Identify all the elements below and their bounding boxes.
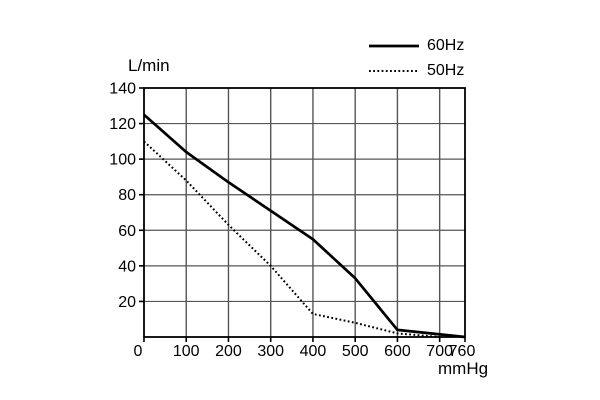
- x-tick-label-200: 200: [215, 343, 242, 360]
- legend-label-60hz: 60Hz: [427, 36, 465, 54]
- x-tick-label-100: 100: [173, 343, 200, 360]
- x-tick-label-0: 0: [134, 343, 143, 360]
- y-tick-label-100: 100: [109, 152, 136, 169]
- y-tick-label-120: 120: [109, 116, 136, 133]
- x-tick-label-300: 300: [257, 343, 284, 360]
- y-tick-label-80: 80: [118, 187, 136, 204]
- solid-line-sample: [369, 44, 419, 47]
- y-tick-label-140: 140: [109, 81, 136, 98]
- x-axis-unit-label: mmHg: [438, 359, 489, 378]
- series-line-50hz: [143, 140, 440, 338]
- y-axis-unit-label: L/min: [128, 56, 170, 75]
- y-tick-label-20: 20: [118, 294, 136, 311]
- plot-border: [143, 87, 466, 338]
- legend-label-50hz: 50Hz: [427, 61, 465, 79]
- legend-item-50hz: 50Hz: [368, 58, 464, 83]
- chart-legend: 60Hz 50Hz: [368, 33, 464, 83]
- y-tick-label-60: 60: [118, 223, 136, 240]
- x-tick-label-600: 600: [384, 343, 411, 360]
- x-tick-label-500: 500: [342, 343, 369, 360]
- series-line-60hz: [143, 113, 466, 339]
- y-tick-label-40: 40: [118, 258, 136, 275]
- legend-item-60hz: 60Hz: [368, 33, 464, 58]
- x-tick-label-700: 700: [426, 343, 453, 360]
- x-tick-label-760: 760: [449, 343, 476, 360]
- x-tick-label-400: 400: [300, 343, 327, 360]
